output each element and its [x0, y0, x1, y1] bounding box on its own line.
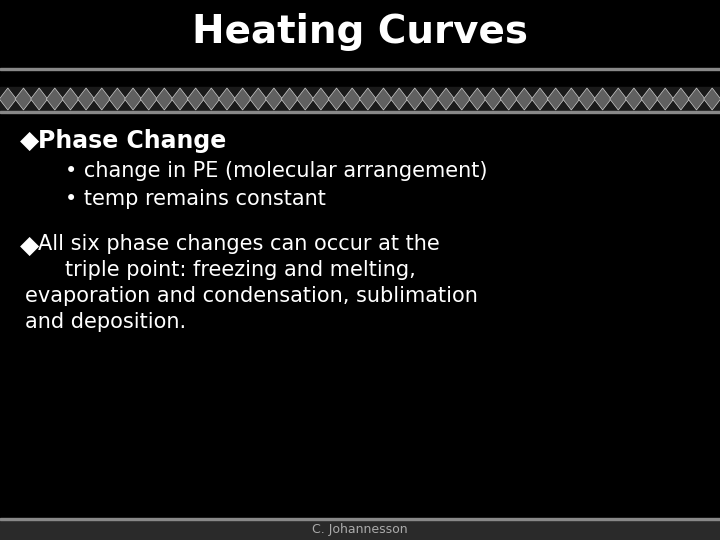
Polygon shape	[485, 88, 502, 110]
Text: • temp remains constant: • temp remains constant	[65, 189, 326, 209]
Polygon shape	[453, 88, 470, 110]
Text: • change in PE (molecular arrangement): • change in PE (molecular arrangement)	[65, 161, 487, 181]
Polygon shape	[438, 88, 454, 110]
Polygon shape	[359, 88, 377, 110]
Polygon shape	[46, 88, 63, 110]
Text: and deposition.: and deposition.	[25, 312, 186, 332]
Bar	[0, 520, 720, 540]
Polygon shape	[93, 88, 110, 110]
Polygon shape	[62, 88, 79, 110]
Polygon shape	[203, 88, 220, 110]
Polygon shape	[218, 88, 235, 110]
Text: All six phase changes can occur at the: All six phase changes can occur at the	[38, 234, 440, 254]
Polygon shape	[156, 88, 173, 110]
Polygon shape	[641, 88, 658, 110]
Polygon shape	[391, 88, 408, 110]
Polygon shape	[594, 88, 611, 110]
Text: ◆: ◆	[20, 234, 40, 258]
Polygon shape	[610, 88, 627, 110]
Polygon shape	[266, 88, 282, 110]
Polygon shape	[406, 88, 423, 110]
Text: triple point: freezing and melting,: triple point: freezing and melting,	[65, 260, 415, 280]
Polygon shape	[250, 88, 267, 110]
Polygon shape	[281, 88, 298, 110]
Text: C. Johannesson: C. Johannesson	[312, 523, 408, 537]
Polygon shape	[578, 88, 595, 110]
Polygon shape	[688, 88, 705, 110]
Polygon shape	[703, 88, 720, 110]
Polygon shape	[171, 88, 189, 110]
Polygon shape	[547, 88, 564, 110]
Bar	[0, 87, 720, 111]
Text: Heating Curves: Heating Curves	[192, 13, 528, 51]
Polygon shape	[297, 88, 314, 110]
Polygon shape	[125, 88, 142, 110]
Polygon shape	[140, 88, 157, 110]
Polygon shape	[657, 88, 674, 110]
Polygon shape	[626, 88, 642, 110]
Polygon shape	[15, 88, 32, 110]
Polygon shape	[187, 88, 204, 110]
Bar	[0, 68, 720, 70]
Polygon shape	[343, 88, 361, 110]
Polygon shape	[500, 88, 517, 110]
Polygon shape	[469, 88, 486, 110]
Polygon shape	[328, 88, 345, 110]
Polygon shape	[0, 88, 17, 110]
Polygon shape	[516, 88, 533, 110]
Text: evaporation and condensation, sublimation: evaporation and condensation, sublimatio…	[25, 286, 478, 306]
Polygon shape	[422, 88, 439, 110]
Polygon shape	[375, 88, 392, 110]
Polygon shape	[531, 88, 549, 110]
Text: Phase Change: Phase Change	[38, 129, 226, 153]
Bar	[0, 111, 720, 113]
Polygon shape	[31, 88, 48, 110]
Polygon shape	[563, 88, 580, 110]
Polygon shape	[672, 88, 689, 110]
Bar	[0, 518, 720, 520]
Text: ◆: ◆	[20, 129, 40, 153]
Polygon shape	[78, 88, 94, 110]
Polygon shape	[109, 88, 126, 110]
Polygon shape	[312, 88, 329, 110]
Polygon shape	[234, 88, 251, 110]
